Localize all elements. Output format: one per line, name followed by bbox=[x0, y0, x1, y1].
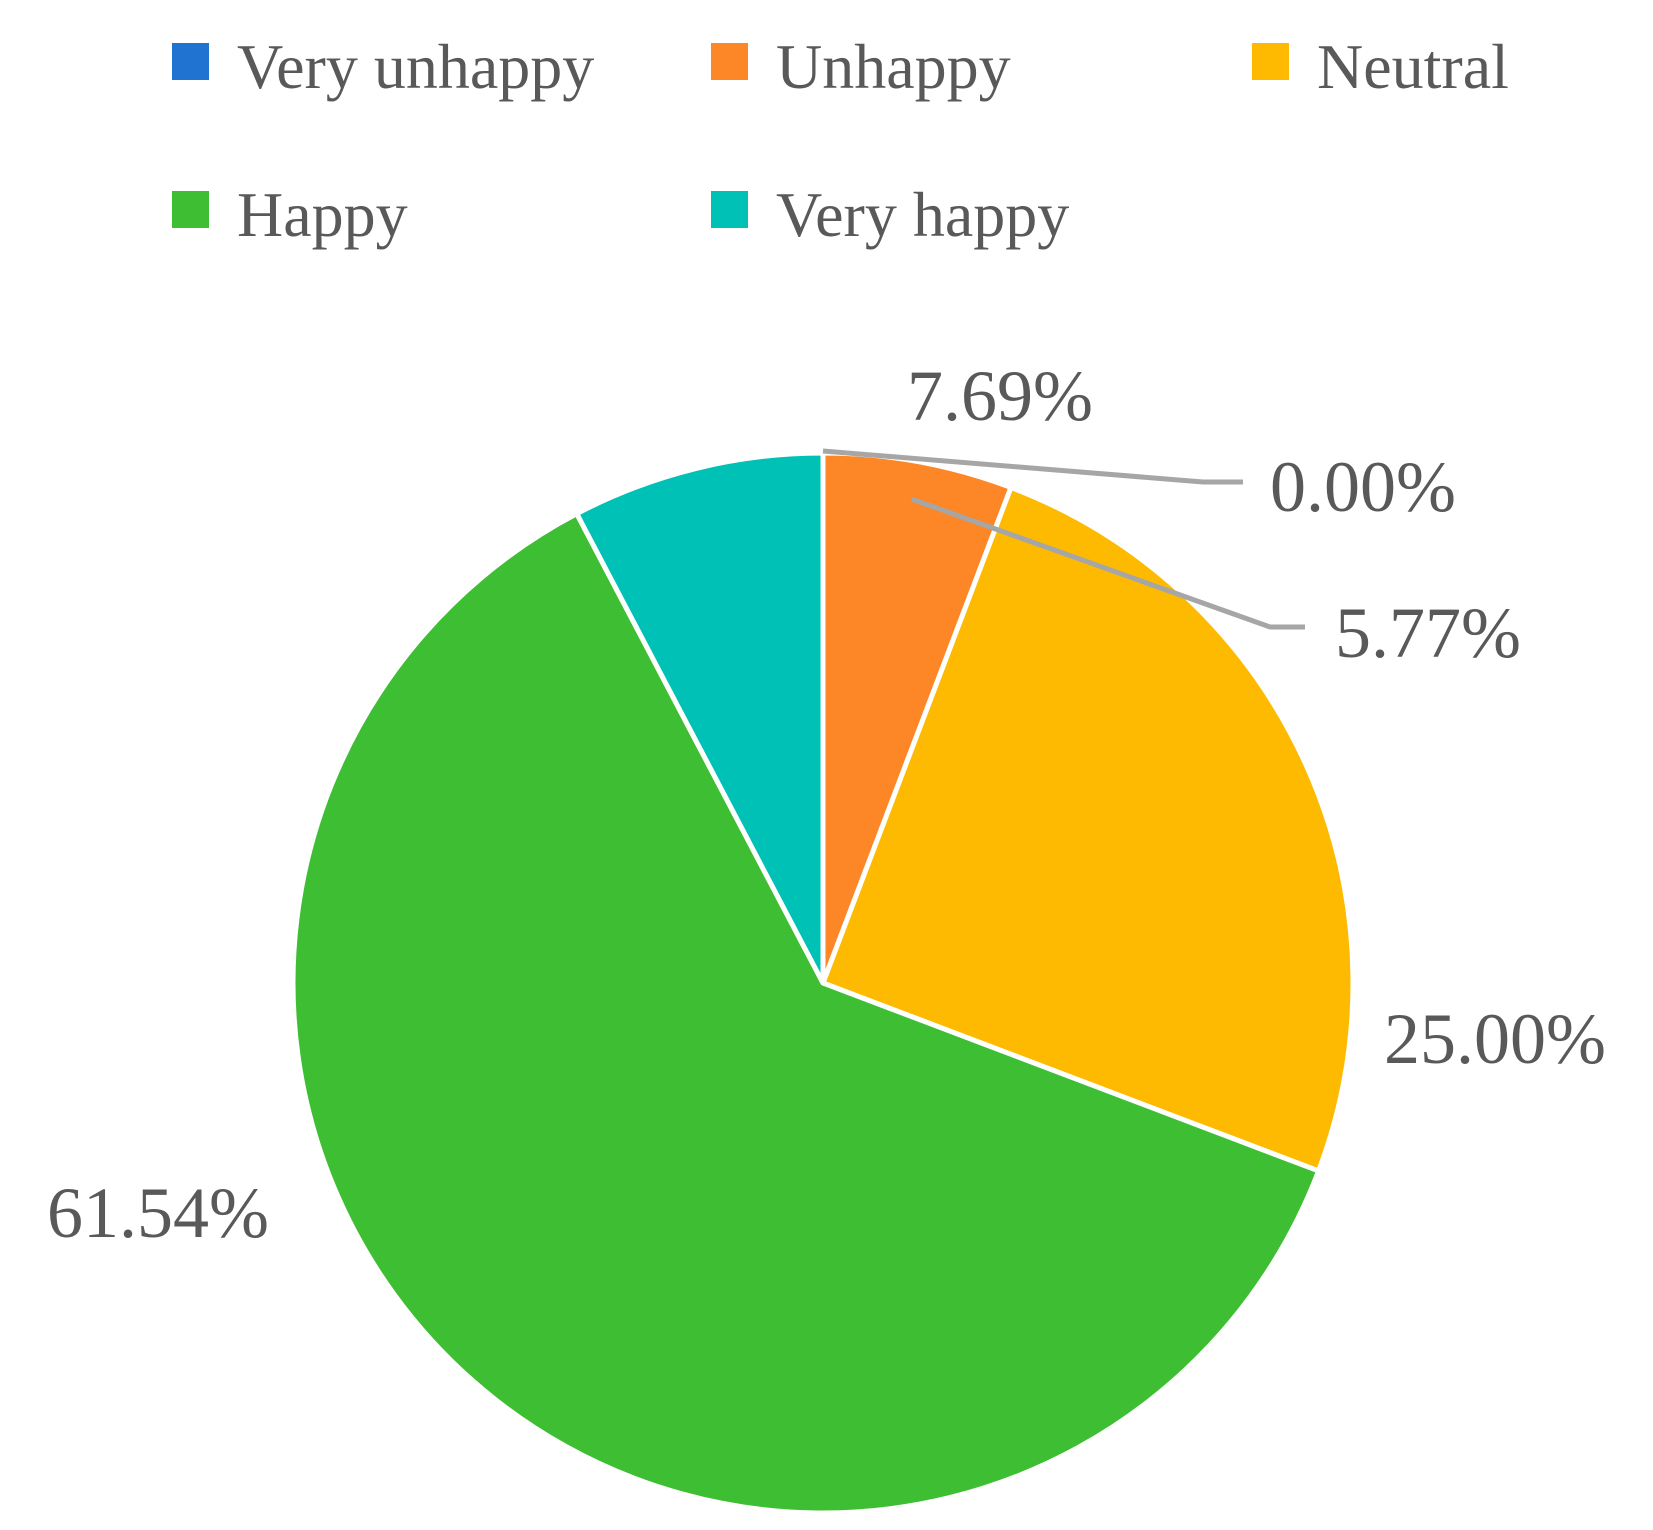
legend-label-unhappy: Unhappy bbox=[776, 31, 1011, 102]
leader-lines bbox=[822, 448, 1305, 630]
legend-swatch-very-unhappy bbox=[172, 43, 209, 80]
legend-label-very-unhappy: Very unhappy bbox=[237, 31, 594, 102]
data-labels: 0.00% 5.77% 25.00% 61.54% 7.69% bbox=[47, 356, 1606, 1253]
leader-line-unhappy bbox=[910, 496, 1305, 630]
data-label-very-unhappy: 0.00% bbox=[1270, 447, 1456, 527]
data-label-unhappy: 5.77% bbox=[1335, 593, 1521, 673]
pie-slice-neutral bbox=[820, 484, 1356, 1174]
legend-label-neutral: Neutral bbox=[1317, 31, 1509, 102]
legend-item-unhappy: Unhappy bbox=[711, 31, 1011, 102]
legend-item-neutral: Neutral bbox=[1252, 31, 1509, 102]
leader-line-very-unhappy bbox=[822, 448, 1243, 485]
legend-swatch-very-happy bbox=[711, 191, 748, 228]
legend-swatch-unhappy bbox=[711, 43, 748, 80]
legend-item-very-happy: Very happy bbox=[711, 179, 1069, 250]
legend-item-very-unhappy: Very unhappy bbox=[172, 31, 594, 102]
legend-label-very-happy: Very happy bbox=[776, 179, 1069, 250]
data-label-very-happy: 7.69% bbox=[907, 356, 1093, 436]
legend-item-happy: Happy bbox=[172, 179, 408, 250]
legend-swatch-happy bbox=[172, 191, 209, 228]
legend-label-happy: Happy bbox=[237, 179, 408, 250]
legend-swatch-neutral bbox=[1252, 43, 1289, 80]
pie-slice-happy bbox=[290, 511, 1322, 1516]
pie-slice-very-happy bbox=[574, 450, 826, 986]
data-label-neutral: 25.00% bbox=[1384, 999, 1606, 1079]
legend: Very unhappy Unhappy Neutral Happy Very happ… bbox=[172, 31, 1509, 250]
pie-slices bbox=[290, 450, 1356, 1516]
data-label-happy: 61.54% bbox=[47, 1173, 269, 1253]
